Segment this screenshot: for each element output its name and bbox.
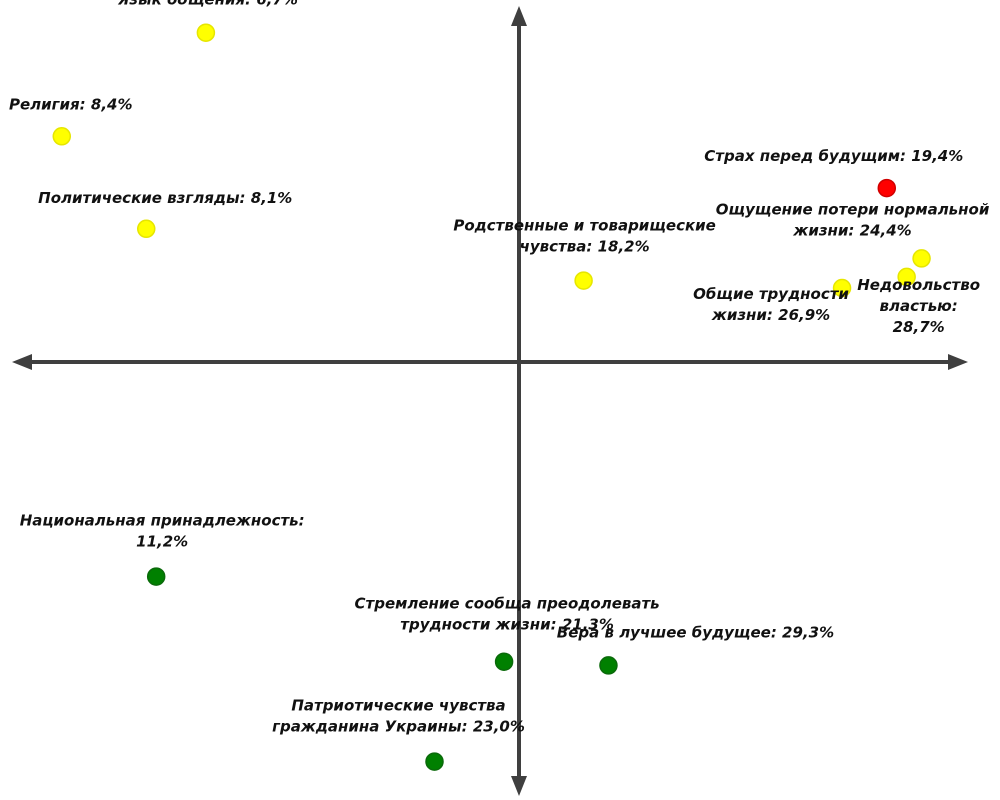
data-label: Патриотические чувства гражданина Украины… [272,697,525,736]
data-label: Недовольство властью: 28,7% [857,276,980,336]
data-label: Вера в лучшее будущее: 29,3% [557,623,834,641]
y-axis-arrow-bottom [511,776,527,796]
y-axis-arrow-top [511,6,527,26]
data-label-line: Вера в лучшее будущее: 29,3% [557,623,834,641]
data-label-line: Стремление сообща преодолевать [355,595,660,613]
data-label: Язык общения: 6,7% [117,0,298,9]
data-label-line: 11,2% [136,533,188,551]
x-axis-arrow-right [948,354,968,370]
axes [12,6,968,796]
data-label-line: властью: [880,297,958,315]
data-point [137,219,156,239]
data-label-line: жизни: 26,9% [711,306,830,324]
data-labels: Язык общения: 6,7% Религия: 8,4% Политичес… [9,0,990,736]
data-label-line: Ощущение потери нормальной [716,200,990,218]
data-label: Национальная принадлежность: 11,2% [20,512,305,551]
data-label: Политические взгляды: 8,1% [38,189,292,207]
data-point [574,271,593,290]
data-label-line: Родственные и товарищеские [453,217,715,235]
data-label: Общие трудности жизни: 26,9% [693,285,849,324]
data-label-line: гражданина Украины: 23,0% [272,718,525,736]
data-label: Страх перед будущим: 19,4% [704,147,963,165]
x-axis-arrow-left [12,354,32,370]
data-point [832,278,852,298]
data-label: Ощущение потери нормальной жизни: 24,4% [716,200,990,239]
data-label: Религия: 8,4% [9,95,132,113]
data-label-line: Язык общения: 6,7% [117,0,298,9]
data-point [52,127,72,146]
data-points [52,23,931,771]
data-point [196,23,216,42]
data-label-line: трудности жизни: 21,3% [400,616,614,634]
data-label: Стремление сообща преодолевать трудности … [355,595,660,634]
data-point [599,656,618,675]
data-point [146,567,166,586]
data-label: Родственные и товарищеские чувства: 18,2% [453,217,715,256]
data-point [877,178,897,198]
data-label-line: Недовольство [857,276,980,294]
data-label-line: Страх перед будущим: 19,4% [704,147,963,165]
data-label-line: чувства: 18,2% [520,238,650,256]
data-point [425,752,444,771]
data-point [912,249,931,268]
data-label-line: Общие трудности [693,285,849,303]
data-point [494,652,514,671]
data-label-line: Религия: 8,4% [9,95,132,113]
data-label-line: жизни: 24,4% [792,221,911,239]
data-label-line: Национальная принадлежность: [20,512,305,530]
data-point [897,267,916,287]
data-label-line: 28,7% [893,318,945,336]
data-label-line: Патриотические чувства [291,697,505,715]
data-label-line: Политические взгляды: 8,1% [38,189,292,207]
